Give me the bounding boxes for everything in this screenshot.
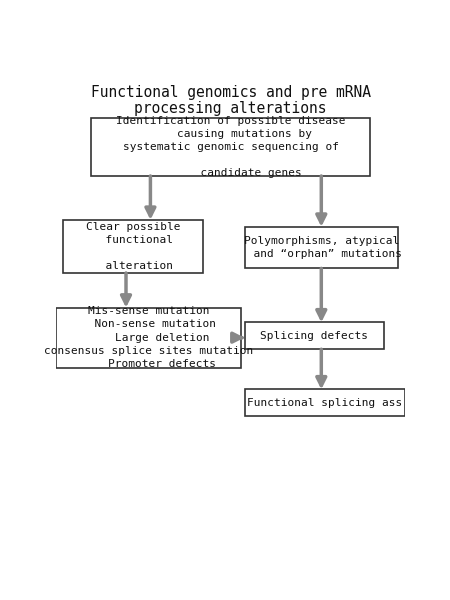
Text: processing alterations: processing alterations: [135, 101, 327, 116]
FancyBboxPatch shape: [245, 227, 398, 268]
FancyBboxPatch shape: [245, 389, 405, 416]
Text: Identification of possible disease
    causing mutations by
systematic genomic s: Identification of possible disease causi…: [116, 116, 346, 178]
FancyBboxPatch shape: [63, 220, 203, 273]
Text: Functional splicing ass: Functional splicing ass: [247, 398, 402, 408]
Text: Functional genomics and pre mRNA: Functional genomics and pre mRNA: [90, 85, 371, 100]
FancyBboxPatch shape: [56, 308, 241, 368]
FancyBboxPatch shape: [91, 118, 370, 176]
FancyBboxPatch shape: [245, 322, 384, 349]
Text: Splicing defects: Splicing defects: [260, 331, 368, 341]
Text: Mis-sense mutation
  Non-sense mutation
    Large deletion
consensus splice site: Mis-sense mutation Non-sense mutation La…: [44, 306, 253, 369]
Text: Polymorphisms, atypical
  and “orphan” mutations: Polymorphisms, atypical and “orphan” mut…: [240, 236, 402, 259]
Text: Clear possible
  functional

  alteration: Clear possible functional alteration: [86, 221, 180, 271]
